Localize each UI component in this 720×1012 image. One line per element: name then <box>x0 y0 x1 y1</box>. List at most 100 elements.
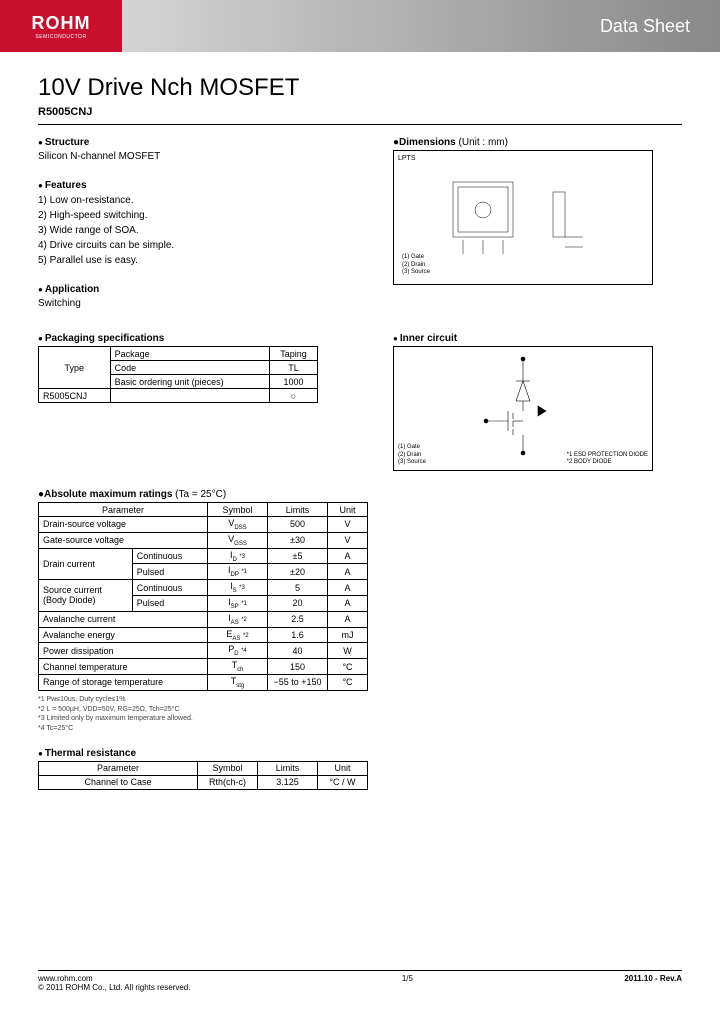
dimensions-heading: ●Dimensions (Unit : mm) <box>393 137 682 148</box>
table-cell: Source current(Body Diode) <box>39 580 133 612</box>
table-cell: 1000 <box>270 375 318 389</box>
table-cell: 20 <box>268 595 328 611</box>
table-header: Symbol <box>198 761 258 775</box>
dimensions-drawing <box>398 162 648 282</box>
table-cell: Pulsed <box>132 595 207 611</box>
structure-text: Silicon N-channel MOSFET <box>38 150 363 164</box>
page-title: 10V Drive Nch MOSFET <box>38 74 682 102</box>
packaging-heading: Packaging specifications <box>38 333 363 344</box>
thermal-heading: Thermal resistance <box>38 748 682 759</box>
header-bar: ROHM SEMICONDUCTOR Data Sheet <box>0 0 720 52</box>
abs-max-table: Parameter Symbol Limits Unit Drain-sourc… <box>38 502 368 691</box>
dim-legend-item: (1) Gate <box>402 254 430 261</box>
table-cell: Drain current <box>39 548 133 580</box>
table-cell: ±5 <box>268 548 328 564</box>
table-cell: Tch <box>208 659 268 675</box>
table-header: Symbol <box>208 503 268 517</box>
table-cell: Package <box>110 347 269 361</box>
table-header: Unit <box>328 503 368 517</box>
table-header: Limits <box>268 503 328 517</box>
inner-circuit-heading: Inner circuit <box>393 333 682 344</box>
datasheet-label: Data Sheet <box>600 16 690 37</box>
table-cell: Continuous <box>132 580 207 596</box>
packaging-table: Type Package Taping Code TL Basic orderi… <box>38 346 318 403</box>
table-cell: °C <box>328 674 368 690</box>
table-cell: −55 to +150 <box>268 674 328 690</box>
circuit-note: *2 BODY DIODE <box>567 459 648 466</box>
table-cell: 150 <box>268 659 328 675</box>
table-cell: A <box>328 595 368 611</box>
divider <box>38 124 682 125</box>
part-number: R5005CNJ <box>38 106 682 118</box>
table-cell: R5005CNJ <box>39 389 111 403</box>
table-cell: A <box>328 580 368 596</box>
table-cell: Rth(ch-c) <box>198 775 258 789</box>
table-cell: °C / W <box>318 775 368 789</box>
footnote: *1 Pw≤10us, Duty cycle≤1% <box>38 695 682 705</box>
footer: www.rohm.com © 2011 ROHM Co., Ltd. All r… <box>38 970 682 992</box>
package-label: LPTS <box>398 155 416 162</box>
circuit-legend: (1) Gate <box>398 444 426 451</box>
circuit-legend: (3) Source <box>398 459 426 466</box>
table-cell: Channel to Case <box>39 775 198 789</box>
table-cell: A <box>328 564 368 580</box>
table-header: Limits <box>258 761 318 775</box>
table-cell: VDSS <box>208 517 268 533</box>
table-cell: IDP *1 <box>208 564 268 580</box>
table-cell: 500 <box>268 517 328 533</box>
table-cell: Code <box>110 361 269 375</box>
table-cell: 40 <box>268 643 328 659</box>
table-header: Unit <box>318 761 368 775</box>
table-cell: ±30 <box>268 532 328 548</box>
thermal-table: Parameter Symbol Limits Unit Channel to … <box>38 761 368 790</box>
inner-circuit-box: (1) Gate (2) Drain (3) Source *1 ESD PRO… <box>393 346 653 471</box>
table-cell: V <box>328 517 368 533</box>
circuit-note: *1 ESD PROTECTION DIODE <box>567 452 648 459</box>
table-cell: Range of storage temperature <box>39 674 208 690</box>
table-cell: Continuous <box>132 548 207 564</box>
table-cell: mJ <box>328 627 368 643</box>
feature-item: 1) Low on-resistance. <box>38 193 363 208</box>
table-cell: ±20 <box>268 564 328 580</box>
circuit-drawing <box>398 351 648 466</box>
dim-legend-item: (2) Drain <box>402 262 430 269</box>
table-cell: Tstg <box>208 674 268 690</box>
table-cell: 3.125 <box>258 775 318 789</box>
footnote: *4 Tc=25°C <box>38 724 682 734</box>
table-cell: 5 <box>268 580 328 596</box>
table-cell: Drain-source voltage <box>39 517 208 533</box>
table-cell: °C <box>328 659 368 675</box>
table-cell <box>110 389 269 403</box>
table-cell: Avalanche current <box>39 611 208 627</box>
table-cell: IS *3 <box>208 580 268 596</box>
table-cell: V <box>328 532 368 548</box>
table-cell: Pulsed <box>132 564 207 580</box>
footer-rev: 2011.10 - Rev.A <box>624 974 682 992</box>
logo-text: ROHM <box>32 13 91 34</box>
table-cell: IAS *2 <box>208 611 268 627</box>
table-cell: Power dissipation <box>39 643 208 659</box>
table-cell: Gate-source voltage <box>39 532 208 548</box>
table-cell: 2.5 <box>268 611 328 627</box>
features-heading: Features <box>38 180 363 191</box>
feature-item: 3) Wide range of SOA. <box>38 223 363 238</box>
table-cell: Basic ordering unit (pieces) <box>110 375 269 389</box>
table-cell: ○ <box>270 389 318 403</box>
table-cell: A <box>328 548 368 564</box>
logo: ROHM SEMICONDUCTOR <box>0 0 122 52</box>
table-header: Parameter <box>39 503 208 517</box>
header-gradient: Data Sheet <box>122 0 720 52</box>
table-cell: ISP *1 <box>208 595 268 611</box>
table-cell: 1.6 <box>268 627 328 643</box>
footnote: *2 L = 500µH, VDD=50V, RG=25Ω, Tch=25°C <box>38 705 682 715</box>
table-cell: ID *3 <box>208 548 268 564</box>
table-cell: VGSS <box>208 532 268 548</box>
feature-item: 2) High-speed switching. <box>38 208 363 223</box>
footnotes: *1 Pw≤10us, Duty cycle≤1% *2 L = 500µH, … <box>38 695 682 734</box>
circuit-legend: (2) Drain <box>398 452 426 459</box>
footer-copyright: © 2011 ROHM Co., Ltd. All rights reserve… <box>38 983 190 992</box>
table-cell: Taping <box>270 347 318 361</box>
structure-heading: Structure <box>38 137 363 148</box>
table-cell: Type <box>39 347 111 389</box>
table-cell: A <box>328 611 368 627</box>
